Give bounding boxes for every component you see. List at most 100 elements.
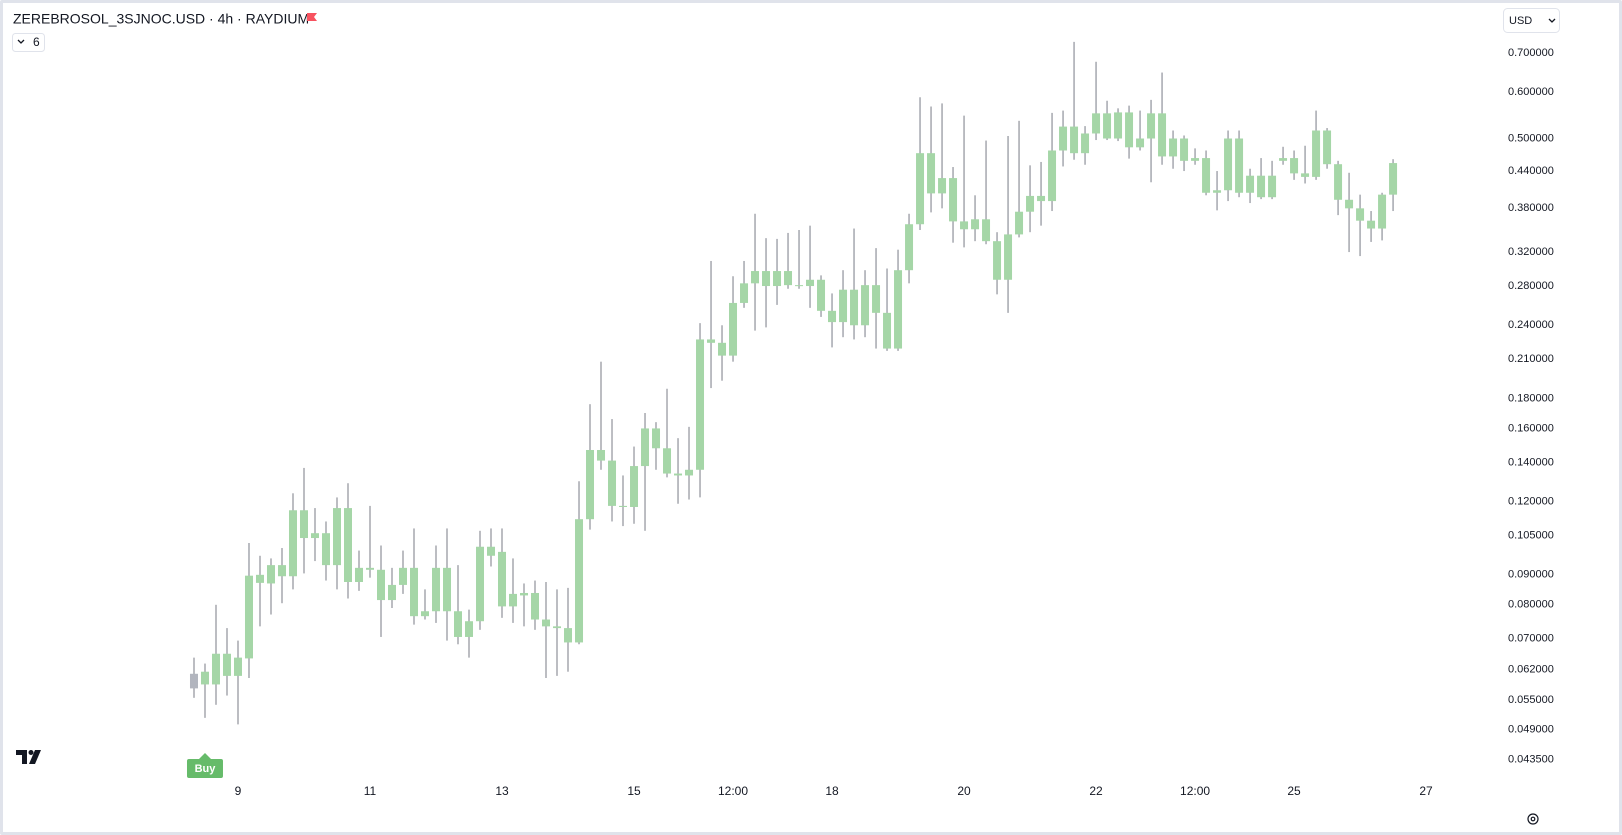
settings-icon[interactable] xyxy=(1527,813,1539,825)
candle-body xyxy=(542,619,551,627)
candle-body xyxy=(1235,138,1244,193)
candle-body xyxy=(674,473,683,476)
y-tick-label: 0.090000 xyxy=(1508,569,1554,581)
y-tick-label: 0.105000 xyxy=(1508,530,1554,542)
candle-body xyxy=(1301,173,1310,177)
candle-body xyxy=(454,611,463,637)
candle-body xyxy=(916,153,925,225)
candle-body xyxy=(1257,175,1266,198)
candle-body xyxy=(729,302,738,356)
candle-body xyxy=(1345,199,1354,209)
candle-body xyxy=(365,567,374,570)
candle-body xyxy=(806,279,815,287)
candle-body xyxy=(773,271,782,287)
y-tick-label: 0.500000 xyxy=(1508,132,1554,144)
candle-body xyxy=(1334,164,1343,200)
candle-body xyxy=(1026,195,1035,212)
candle-body xyxy=(740,283,749,303)
candle-body xyxy=(1180,138,1189,161)
candle-body xyxy=(586,449,595,520)
y-tick-label: 0.320000 xyxy=(1508,246,1554,258)
candle-body xyxy=(564,628,573,643)
candle-body xyxy=(233,657,242,676)
candle-body xyxy=(1059,126,1068,151)
candle-body xyxy=(784,271,793,286)
y-tick-label: 0.120000 xyxy=(1508,496,1554,508)
candle-body xyxy=(1037,195,1046,202)
candle-body xyxy=(310,533,319,539)
y-tick-label: 0.080000 xyxy=(1508,599,1554,611)
candle-body xyxy=(630,466,639,507)
candle-body xyxy=(817,279,826,311)
candle-body xyxy=(487,546,496,556)
y-tick-label: 0.700000 xyxy=(1508,47,1554,59)
candle-body xyxy=(1356,208,1365,221)
candle-body xyxy=(707,339,716,343)
candle-body xyxy=(432,567,441,612)
candle-body xyxy=(520,592,529,596)
candle-body xyxy=(1279,158,1288,161)
candle-body xyxy=(211,653,220,685)
candle-body xyxy=(663,448,672,474)
x-tick-label: 11 xyxy=(364,784,377,798)
candle-body xyxy=(1389,163,1398,195)
marker-badge xyxy=(186,759,223,778)
candle-body xyxy=(200,671,209,685)
candle-body xyxy=(696,339,705,470)
candle-body xyxy=(1004,234,1013,280)
candle-body xyxy=(377,569,386,601)
indicators-toggle[interactable] xyxy=(12,33,45,52)
candle-body xyxy=(619,505,628,507)
candle-body xyxy=(410,567,419,617)
candle-body xyxy=(971,219,980,230)
signal-marker: Buy xyxy=(186,753,223,778)
candle-body xyxy=(244,575,253,659)
candle-body xyxy=(553,626,562,629)
y-tick-label: 0.280000 xyxy=(1508,280,1554,292)
x-tick-label: 18 xyxy=(825,784,839,798)
candle-body xyxy=(652,428,661,449)
candle-body xyxy=(509,593,518,607)
candle-body xyxy=(189,673,198,689)
candle-body xyxy=(685,469,694,476)
candle-body xyxy=(850,289,859,326)
candle-body xyxy=(1290,158,1299,174)
candle-body xyxy=(288,510,297,577)
candle-body xyxy=(718,342,727,356)
candle-body xyxy=(861,285,870,326)
candle-body xyxy=(1114,112,1123,139)
y-tick-label: 0.049000 xyxy=(1508,723,1554,735)
candle-body xyxy=(1224,138,1233,191)
candle-body xyxy=(1202,158,1211,193)
y-tick-label: 0.160000 xyxy=(1508,422,1554,434)
candle-body xyxy=(1191,158,1200,161)
candle-body xyxy=(266,565,275,584)
candle-body xyxy=(927,153,936,194)
candle-body xyxy=(762,271,771,287)
candle-body xyxy=(1081,133,1090,154)
y-tick-label: 0.380000 xyxy=(1508,202,1554,214)
candle-body xyxy=(1103,113,1112,139)
candle-body xyxy=(344,508,353,582)
candle-body xyxy=(465,621,474,637)
candle-body xyxy=(255,574,264,583)
candle-body xyxy=(1323,130,1332,165)
currency-dropdown[interactable] xyxy=(1503,8,1560,33)
y-tick-label: 0.240000 xyxy=(1508,319,1554,331)
candle-body xyxy=(1158,113,1167,157)
x-tick-label: 25 xyxy=(1287,784,1301,798)
candle-body xyxy=(894,270,903,349)
candle-body xyxy=(608,460,617,506)
candle-body xyxy=(1015,211,1024,235)
candle-body xyxy=(354,567,363,582)
candle-body xyxy=(828,310,837,323)
candle-body xyxy=(1048,150,1057,202)
x-tick-label: 22 xyxy=(1089,784,1103,798)
x-tick-label: 15 xyxy=(627,784,641,798)
candle-body xyxy=(597,449,606,461)
candle-body xyxy=(443,567,452,612)
x-tick-label: 27 xyxy=(1419,784,1433,798)
x-tick-label: 9 xyxy=(235,784,242,798)
logo xyxy=(16,750,41,764)
candle-body xyxy=(751,271,760,284)
